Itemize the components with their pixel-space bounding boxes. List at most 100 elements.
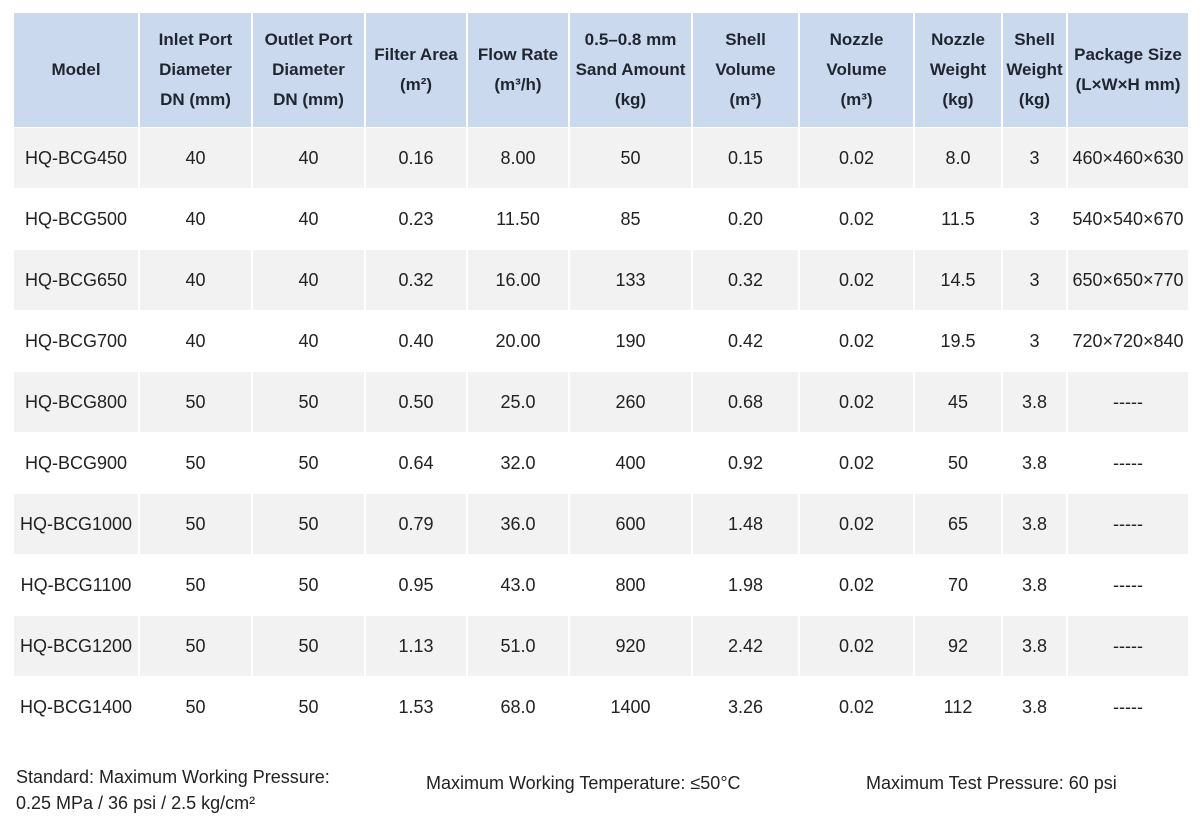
cell-sand-amount: 600	[570, 494, 691, 554]
cell-outlet-port: 40	[253, 311, 364, 371]
cell-nozzle-volume: 0.02	[800, 433, 913, 493]
table-row: HQ-BCG1000 50 50 0.79 36.0 600 1.48 0.02…	[14, 494, 1188, 554]
col-header-nozzle-volume: Nozzle Volume (m³)	[800, 13, 913, 127]
cell-nozzle-weight: 8.0	[915, 128, 1001, 188]
col-header-filter-area: Filter Area (m²)	[366, 13, 466, 127]
standard-pressure-label: Standard: Maximum Working Pressure:	[16, 767, 330, 787]
col-header-flow-rate: Flow Rate (m³/h)	[468, 13, 568, 127]
col-header-inlet-port: Inlet Port Diameter DN (mm)	[140, 13, 251, 127]
cell-nozzle-weight: 112	[915, 677, 1001, 737]
cell-filter-area: 0.79	[366, 494, 466, 554]
cell-sand-amount: 50	[570, 128, 691, 188]
cell-nozzle-volume: 0.02	[800, 128, 913, 188]
cell-shell-weight: 3	[1003, 128, 1066, 188]
cell-nozzle-weight: 11.5	[915, 189, 1001, 249]
cell-nozzle-volume: 0.02	[800, 311, 913, 371]
cell-package-size: -----	[1068, 616, 1188, 676]
col-header-shell-volume: Shell Volume (m³)	[693, 13, 798, 127]
cell-model: HQ-BCG1000	[14, 494, 138, 554]
cell-inlet-port: 40	[140, 189, 251, 249]
cell-shell-weight: 3.8	[1003, 616, 1066, 676]
cell-shell-weight: 3	[1003, 311, 1066, 371]
cell-package-size: -----	[1068, 372, 1188, 432]
cell-filter-area: 0.16	[366, 128, 466, 188]
table-row: HQ-BCG450 40 40 0.16 8.00 50 0.15 0.02 8…	[14, 128, 1188, 188]
cell-filter-area: 0.23	[366, 189, 466, 249]
cell-nozzle-weight: 65	[915, 494, 1001, 554]
cell-sand-amount: 1400	[570, 677, 691, 737]
cell-outlet-port: 50	[253, 372, 364, 432]
cell-package-size: 650×650×770	[1068, 250, 1188, 310]
cell-model: HQ-BCG1400	[14, 677, 138, 737]
table-row: HQ-BCG1200 50 50 1.13 51.0 920 2.42 0.02…	[14, 616, 1188, 676]
cell-filter-area: 1.13	[366, 616, 466, 676]
cell-model: HQ-BCG650	[14, 250, 138, 310]
cell-inlet-port: 50	[140, 433, 251, 493]
cell-filter-area: 0.40	[366, 311, 466, 371]
cell-sand-amount: 133	[570, 250, 691, 310]
cell-outlet-port: 50	[253, 555, 364, 615]
cell-package-size: -----	[1068, 555, 1188, 615]
cell-filter-area: 0.95	[366, 555, 466, 615]
cell-flow-rate: 32.0	[468, 433, 568, 493]
cell-sand-amount: 920	[570, 616, 691, 676]
cell-package-size: -----	[1068, 677, 1188, 737]
cell-filter-area: 0.50	[366, 372, 466, 432]
cell-sand-amount: 190	[570, 311, 691, 371]
cell-inlet-port: 40	[140, 128, 251, 188]
standard-pressure-value: 0.25 MPa / 36 psi / 2.5 kg/cm²	[16, 793, 256, 813]
table-row: HQ-BCG1100 50 50 0.95 43.0 800 1.98 0.02…	[14, 555, 1188, 615]
max-test-pressure-note: Maximum Test Pressure: 60 psi	[866, 773, 1117, 793]
cell-inlet-port: 50	[140, 677, 251, 737]
cell-shell-volume: 2.42	[693, 616, 798, 676]
cell-shell-weight: 3.8	[1003, 433, 1066, 493]
cell-shell-weight: 3.8	[1003, 494, 1066, 554]
cell-nozzle-volume: 0.02	[800, 250, 913, 310]
cell-flow-rate: 43.0	[468, 555, 568, 615]
col-header-outlet-port: Outlet Port Diameter DN (mm)	[253, 13, 364, 127]
col-header-model: Model	[14, 13, 138, 127]
cell-model: HQ-BCG500	[14, 189, 138, 249]
cell-shell-weight: 3	[1003, 250, 1066, 310]
cell-shell-volume: 0.68	[693, 372, 798, 432]
cell-flow-rate: 8.00	[468, 128, 568, 188]
cell-flow-rate: 36.0	[468, 494, 568, 554]
cell-shell-volume: 1.98	[693, 555, 798, 615]
cell-model: HQ-BCG800	[14, 372, 138, 432]
cell-outlet-port: 40	[253, 250, 364, 310]
cell-shell-volume: 0.92	[693, 433, 798, 493]
cell-package-size: 720×720×840	[1068, 311, 1188, 371]
cell-outlet-port: 40	[253, 189, 364, 249]
col-header-nozzle-weight: Nozzle Weight (kg)	[915, 13, 1001, 127]
cell-nozzle-volume: 0.02	[800, 189, 913, 249]
table-row: HQ-BCG500 40 40 0.23 11.50 85 0.20 0.02 …	[14, 189, 1188, 249]
cell-inlet-port: 50	[140, 372, 251, 432]
cell-inlet-port: 40	[140, 311, 251, 371]
table-row: HQ-BCG1400 50 50 1.53 68.0 1400 3.26 0.0…	[14, 677, 1188, 737]
cell-package-size: 460×460×630	[1068, 128, 1188, 188]
max-temperature-note: Maximum Working Temperature: ≤50°C	[426, 773, 741, 793]
cell-model: HQ-BCG450	[14, 128, 138, 188]
cell-nozzle-weight: 92	[915, 616, 1001, 676]
cell-nozzle-volume: 0.02	[800, 616, 913, 676]
cell-outlet-port: 50	[253, 677, 364, 737]
spec-footer: Standard: Maximum Working Pressure: 0.25…	[0, 762, 1200, 822]
cell-package-size: -----	[1068, 494, 1188, 554]
cell-nozzle-weight: 45	[915, 372, 1001, 432]
cell-inlet-port: 50	[140, 555, 251, 615]
cell-model: HQ-BCG900	[14, 433, 138, 493]
cell-model: HQ-BCG1100	[14, 555, 138, 615]
cell-inlet-port: 40	[140, 250, 251, 310]
cell-flow-rate: 51.0	[468, 616, 568, 676]
cell-filter-area: 1.53	[366, 677, 466, 737]
cell-shell-volume: 3.26	[693, 677, 798, 737]
cell-sand-amount: 260	[570, 372, 691, 432]
cell-nozzle-volume: 0.02	[800, 677, 913, 737]
cell-outlet-port: 50	[253, 616, 364, 676]
cell-shell-volume: 1.48	[693, 494, 798, 554]
table-row: HQ-BCG900 50 50 0.64 32.0 400 0.92 0.02 …	[14, 433, 1188, 493]
col-header-sand-amount: 0.5–0.8 mm Sand Amount (kg)	[570, 13, 691, 127]
cell-nozzle-volume: 0.02	[800, 555, 913, 615]
cell-nozzle-volume: 0.02	[800, 372, 913, 432]
cell-flow-rate: 20.00	[468, 311, 568, 371]
